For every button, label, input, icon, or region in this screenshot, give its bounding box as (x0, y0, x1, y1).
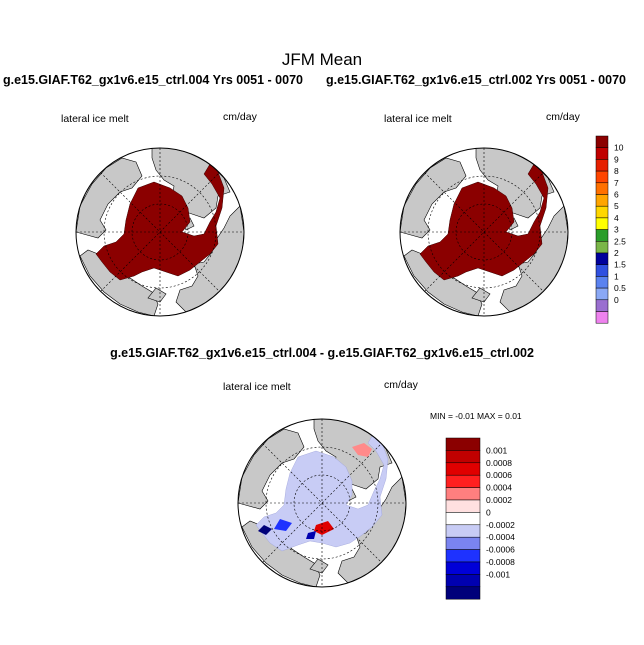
colorbar-swatch (445, 561, 481, 575)
min-max-label: MIN = -0.01 MAX = 0.01 (430, 411, 522, 421)
colorbar-difference: 0.001 0.0008 0.0006 0.0004 0.0002 0 -0.0002 -0.… (445, 437, 515, 600)
colorbar-tick-label: 0.0006 (486, 470, 512, 480)
colorbar-swatch (595, 147, 609, 160)
colorbar-tick-label: 8 (614, 166, 619, 176)
panel-title-ctrl-002: g.e15.GIAF.T62_gx1v6.e15_ctrl.002 Yrs 00… (326, 73, 626, 87)
map-border (399, 147, 569, 317)
colorbar-swatch (595, 194, 609, 207)
colorbar-tick-label: 4 (614, 213, 619, 223)
colorbar-swatch (595, 264, 609, 277)
colorbar-swatch (595, 299, 609, 312)
colorbar-swatch (445, 474, 481, 488)
units-label-left: cm/day (223, 111, 257, 123)
colorbar-tick-label: 2 (614, 248, 619, 258)
colorbar-tick-label: 0 (486, 507, 491, 517)
colorbar-tick-label: -0.0004 (486, 532, 515, 542)
colorbar-swatch (595, 311, 609, 324)
colorbar-tick-label: 0.0002 (486, 495, 512, 505)
colorbar-swatch (445, 549, 481, 563)
colorbar-tick-label: 0.001 (486, 445, 508, 455)
colorbar-swatch (445, 437, 481, 451)
colorbar-swatch (445, 450, 481, 464)
colorbar-tick-label: 0 (614, 295, 619, 305)
colorbar-tick-label: 10 (614, 143, 624, 153)
colorbar-swatch (445, 536, 481, 550)
colorbar-tick-label: 9 (614, 154, 619, 164)
colorbar-tick-label: -0.0008 (486, 557, 515, 567)
negative-anomaly-patch (274, 519, 292, 531)
colorbar-tick-label: 1 (614, 271, 619, 281)
colorbar-swatch (445, 524, 481, 538)
colorbar-swatch (595, 241, 609, 254)
units-label-diff: cm/day (384, 379, 418, 391)
colorbar-tick-label: 5 (614, 201, 619, 211)
positive-anomaly-patch (314, 521, 334, 535)
variable-label-diff: lateral ice melt (223, 381, 291, 393)
colorbar-swatch (445, 487, 481, 501)
colorbar-swatch (445, 574, 481, 588)
colorbar-swatch (445, 512, 481, 526)
colorbar-tick-label: 0.0008 (486, 458, 512, 468)
colorbar-tick-label: 0.0004 (486, 483, 512, 493)
colorbar-swatch (595, 229, 609, 242)
colorbar-swatch (595, 287, 609, 301)
colorbar-swatch (595, 135, 609, 148)
colorbar-swatch (445, 586, 481, 600)
variable-label-right: lateral ice melt (384, 113, 452, 125)
colorbar-swatch (595, 159, 609, 172)
colorbar-swatch (445, 462, 481, 476)
colorbar-tick-label: -0.001 (486, 569, 510, 579)
colorbar-swatch (595, 182, 609, 195)
colorbar-tick-label: 6 (614, 190, 619, 200)
colorbar-tick-label: 0.5 (614, 283, 626, 293)
positive-anomaly-patch (352, 443, 372, 457)
colorbar-tick-label: -0.0006 (486, 545, 515, 555)
map-border (237, 418, 407, 588)
colorbar-tick-label: 1.5 (614, 260, 626, 270)
colorbar-swatch (595, 217, 609, 230)
negative-anomaly-patch (306, 531, 316, 539)
colorbar-tick-label: 2.5 (614, 236, 626, 246)
panel-title-ctrl-004: g.e15.GIAF.T62_gx1v6.e15_ctrl.004 Yrs 00… (3, 73, 303, 87)
colorbar-swatch (445, 499, 481, 513)
colorbar-swatch (595, 252, 609, 265)
difference-title: g.e15.GIAF.T62_gx1v6.e15_ctrl.004 - g.e1… (110, 346, 534, 360)
colorbar-swatch (595, 170, 609, 184)
colorbar-swatch (595, 205, 609, 219)
colorbar-tick-label: 3 (614, 225, 619, 235)
colorbar-tick-label: 7 (614, 178, 619, 188)
colorbar-swatch (595, 276, 609, 289)
units-label-right: cm/day (546, 111, 580, 123)
figure-title: JFM Mean (281, 50, 363, 69)
map-border (75, 147, 245, 317)
variable-label-left: lateral ice melt (61, 113, 129, 125)
negative-anomaly-patch (258, 525, 272, 535)
colorbar-tick-label: -0.0002 (486, 520, 515, 530)
